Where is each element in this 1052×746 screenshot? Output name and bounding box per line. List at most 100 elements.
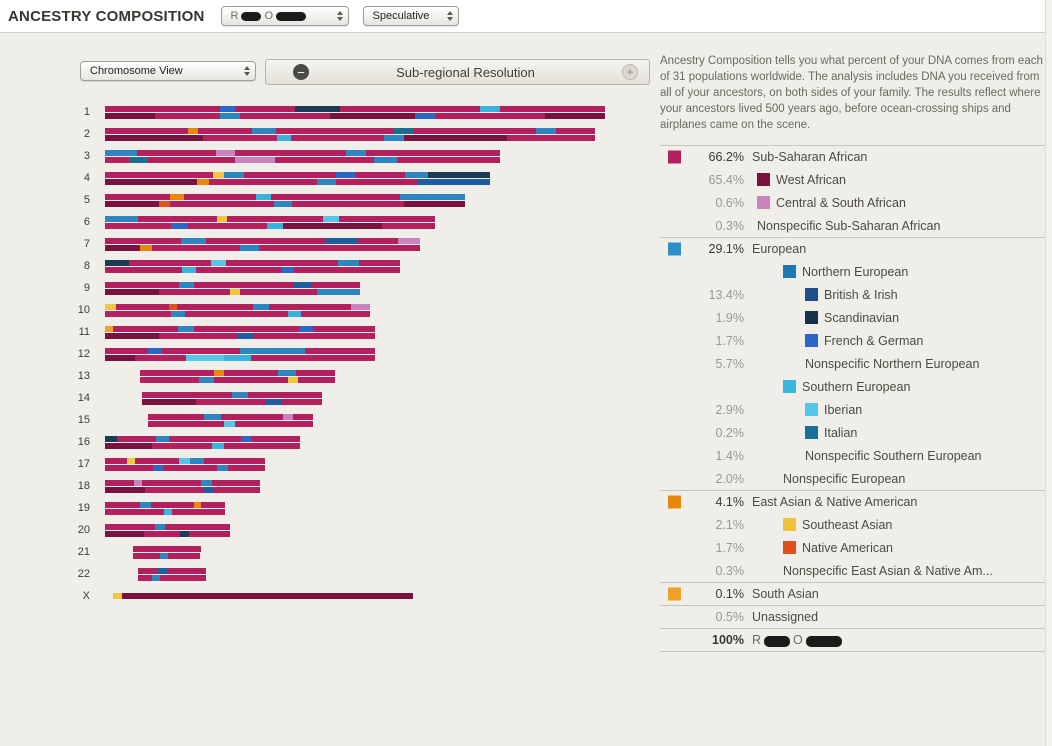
legend-percentage: 1.7% [715, 333, 745, 348]
ancestry-segment [105, 112, 155, 119]
legend-row[interactable]: 0.3% Nonspecific Sub-Saharan African [660, 214, 1046, 237]
confidence-select[interactable]: Speculative [362, 6, 459, 26]
ancestry-segment [105, 457, 128, 464]
legend-color-chip [805, 426, 818, 440]
chromosome-bar[interactable] [142, 391, 322, 398]
ancestry-segment [223, 420, 236, 427]
ancestry-segment [113, 325, 178, 332]
chromosome-bar[interactable] [105, 215, 435, 222]
chromosome-bar[interactable] [105, 435, 300, 442]
legend-row[interactable]: 65.4% West African [660, 168, 1046, 191]
chromosome-bar[interactable] [105, 332, 375, 339]
ancestry-segment [365, 149, 500, 156]
chromosome-label: 16 [77, 436, 90, 448]
resolution-slider[interactable]: − Sub-regional Resolution + [265, 59, 650, 85]
chromosome-bar[interactable] [105, 156, 500, 163]
ancestry-segment [105, 501, 140, 508]
scrollbar[interactable] [1045, 0, 1052, 746]
chromosome-bar[interactable] [105, 457, 265, 464]
legend-row[interactable]: 1.7% French & German [660, 329, 1046, 352]
chromosome-bar[interactable] [105, 237, 420, 244]
legend-row[interactable]: Southern European [660, 375, 1046, 398]
chromosome-bar[interactable] [105, 347, 375, 354]
chromosome-bar[interactable] [105, 200, 465, 207]
chromosome-bar[interactable] [105, 149, 500, 156]
ancestry-segment [405, 171, 429, 178]
chromosome-bar[interactable] [105, 266, 400, 273]
view-mode-select[interactable]: Chromosome View [80, 61, 256, 81]
legend-row[interactable]: 100% R O [660, 628, 1046, 651]
chromosome-bar[interactable] [105, 105, 605, 112]
chromosome-bar[interactable] [105, 523, 230, 530]
legend-row[interactable]: 1.7% Native American [660, 536, 1046, 559]
chromosome-bar[interactable] [105, 486, 260, 493]
ancestry-segment [163, 508, 173, 515]
chromosome-bars [105, 303, 370, 317]
ancestry-segment [113, 593, 122, 599]
chromosome-bar[interactable] [133, 545, 201, 552]
legend-row[interactable]: 2.0% Nonspecific European [660, 467, 1046, 490]
legend-row[interactable]: 0.6% Central & South African [660, 191, 1046, 214]
ancestry-segment [212, 442, 224, 449]
legend-label: Scandinavian [824, 310, 900, 325]
ancestry-segment [155, 435, 170, 442]
chromosome-bar[interactable] [105, 193, 465, 200]
legend-row[interactable]: 0.1% South Asian [660, 582, 1046, 605]
chromosome-bar[interactable] [138, 574, 207, 581]
legend-row[interactable]: 1.9% Scandinavian [660, 306, 1046, 329]
chromosome-bar[interactable] [105, 134, 595, 141]
chromosome-bar[interactable] [113, 593, 413, 599]
chromosome-bar[interactable] [105, 354, 375, 361]
chromosome-bar[interactable] [138, 567, 207, 574]
ancestry-segment [196, 266, 282, 273]
legend-row[interactable]: 1.4% Nonspecific Southern European [660, 444, 1046, 467]
ancestry-segment [215, 149, 236, 156]
legend-row[interactable]: Northern European [660, 260, 1046, 283]
chromosome-bar[interactable] [105, 303, 370, 310]
chromosome-bar[interactable] [133, 552, 201, 559]
chromosome-bar[interactable] [105, 464, 265, 471]
chromosome-bar[interactable] [105, 112, 605, 119]
chromosome-bar[interactable] [148, 413, 313, 420]
chromosome-bar[interactable] [105, 310, 370, 317]
legend-row[interactable]: 13.4% British & Irish [660, 283, 1046, 306]
chromosome-bar[interactable] [140, 376, 335, 383]
chromosome-bar[interactable] [105, 259, 400, 266]
legend-row[interactable]: 2.1% Southeast Asian [660, 513, 1046, 536]
legend-label: Nonspecific European [783, 471, 906, 486]
chromosome-bar[interactable] [105, 479, 260, 486]
confidence-select-value: Speculative [372, 10, 430, 22]
chromosome-bar[interactable] [140, 369, 335, 376]
legend-row[interactable]: 4.1% East Asian & Native American [660, 490, 1046, 513]
chromosome-bar[interactable] [105, 508, 225, 515]
select-arrows-icon [446, 11, 453, 21]
chromosome-bar[interactable] [105, 281, 360, 288]
chromosome-bar[interactable] [105, 325, 375, 332]
chromosome-bar[interactable] [105, 530, 230, 537]
chromosome-bar[interactable] [105, 442, 300, 449]
resolution-increase-button[interactable]: + [622, 64, 638, 80]
chromosome-bar[interactable] [105, 222, 435, 229]
chromosome-bar[interactable] [105, 171, 490, 178]
chromosome-bar[interactable] [105, 244, 420, 251]
chromosome-bar[interactable] [105, 501, 225, 508]
resolution-decrease-button[interactable]: − [293, 64, 309, 80]
chromosome-bar[interactable] [142, 398, 322, 405]
chromosome-bar[interactable] [148, 420, 313, 427]
legend-row[interactable]: 66.2% Sub-Saharan African [660, 145, 1046, 168]
legend-row[interactable]: 0.3% Nonspecific East Asian & Native Am..… [660, 559, 1046, 582]
ancestry-segment [158, 288, 230, 295]
legend-row[interactable]: 5.7% Nonspecific Northern European [660, 352, 1046, 375]
legend-color-chip [783, 265, 796, 279]
chromosome-bar[interactable] [105, 127, 595, 134]
legend-row[interactable]: 0.5% Unassigned [660, 605, 1046, 628]
chromosome-bar[interactable] [105, 288, 360, 295]
ancestry-segment [293, 281, 312, 288]
legend-row[interactable]: 0.2% Italian [660, 421, 1046, 444]
ancestry-segment [198, 127, 252, 134]
legend-row[interactable]: 29.1% European [660, 237, 1046, 260]
chromosome-bar[interactable] [105, 178, 490, 185]
chromosome-bars [105, 193, 465, 207]
legend-row[interactable]: 2.9% Iberian [660, 398, 1046, 421]
